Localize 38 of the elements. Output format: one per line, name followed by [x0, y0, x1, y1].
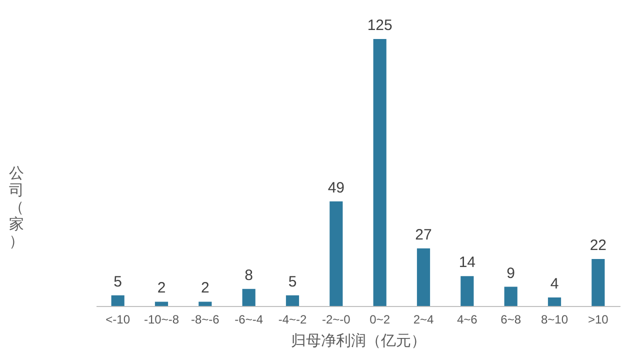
bar — [330, 201, 343, 306]
data-label: 49 — [328, 179, 345, 196]
x-tick-label: -8~-6 — [190, 312, 220, 326]
data-label: 8 — [244, 266, 254, 284]
x-tick-label: 0~2 — [370, 312, 390, 326]
bar — [111, 295, 124, 306]
x-tick-label: 4~6 — [456, 312, 478, 326]
data-label: 4 — [550, 275, 559, 292]
bar — [504, 286, 518, 306]
data-label: 5 — [114, 273, 122, 290]
data-label: 22 — [590, 237, 607, 254]
bar — [460, 276, 474, 306]
bar — [592, 259, 605, 306]
data-label: 2 — [157, 280, 166, 297]
x-tick-label: <-10 — [106, 312, 130, 326]
x-tick-label: >10 — [588, 312, 609, 326]
x-tick-label: -2~-0 — [322, 312, 351, 326]
data-label: 14 — [458, 254, 476, 272]
x-tick-label: 6~8 — [500, 312, 522, 326]
data-label: 27 — [415, 226, 432, 244]
x-tick-label: 2~4 — [413, 312, 434, 326]
x-tick-label: -6~-4 — [234, 312, 264, 326]
x-tick-label: -4~-2 — [278, 312, 307, 326]
data-label: 125 — [367, 17, 392, 34]
x-tick-label: -10~-8 — [144, 312, 180, 326]
x-tick-label: 8~10 — [540, 312, 568, 326]
bar — [198, 302, 212, 306]
y-axis-title: 公司（家） — [9, 165, 24, 250]
data-label: 9 — [506, 264, 516, 282]
data-label: 2 — [200, 280, 210, 297]
x-axis-title: 归母净利润（亿元） — [291, 332, 426, 350]
bar — [286, 295, 300, 306]
bar — [242, 288, 256, 306]
bar — [154, 302, 168, 306]
bar — [416, 248, 430, 306]
data-label: 5 — [288, 273, 297, 290]
bar — [373, 39, 386, 306]
bar — [548, 297, 562, 306]
